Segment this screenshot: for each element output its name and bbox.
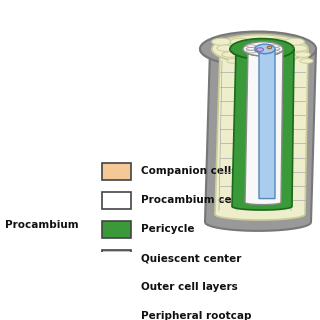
Ellipse shape [246,45,256,47]
Text: Peripheral rootcap: Peripheral rootcap [141,311,251,320]
Ellipse shape [235,45,253,51]
Ellipse shape [258,45,268,47]
Ellipse shape [243,42,283,56]
Ellipse shape [245,59,259,63]
FancyBboxPatch shape [102,163,131,180]
Polygon shape [230,49,294,210]
Ellipse shape [263,59,277,63]
Ellipse shape [222,52,237,57]
Ellipse shape [300,59,313,63]
Ellipse shape [255,44,275,53]
Ellipse shape [257,48,263,51]
Ellipse shape [295,52,310,57]
Polygon shape [200,49,316,231]
Ellipse shape [212,35,308,63]
Ellipse shape [258,48,268,50]
Ellipse shape [240,52,256,57]
Ellipse shape [230,39,294,59]
Ellipse shape [276,52,292,57]
Ellipse shape [267,46,272,49]
Ellipse shape [282,59,295,63]
Ellipse shape [246,51,256,53]
Polygon shape [255,49,275,199]
Ellipse shape [270,51,280,53]
Ellipse shape [290,45,308,51]
Text: Pericycle: Pericycle [141,224,194,235]
Text: Quiescent center: Quiescent center [141,253,241,263]
Ellipse shape [253,45,271,51]
Ellipse shape [227,59,240,63]
Text: Procambium cells: Procambium cells [141,196,245,205]
Ellipse shape [217,45,234,51]
Ellipse shape [248,38,268,45]
Ellipse shape [258,51,268,53]
Ellipse shape [271,45,289,51]
Ellipse shape [270,45,280,47]
Ellipse shape [230,38,250,45]
Ellipse shape [285,38,304,45]
FancyBboxPatch shape [102,279,131,296]
Polygon shape [212,49,308,220]
Text: Companion cells: Companion cells [141,166,237,176]
Ellipse shape [267,38,286,45]
Ellipse shape [200,32,316,66]
FancyBboxPatch shape [102,308,131,320]
FancyBboxPatch shape [102,192,131,209]
Ellipse shape [270,48,280,50]
Polygon shape [243,49,283,205]
Ellipse shape [246,48,256,50]
FancyBboxPatch shape [102,221,131,238]
Ellipse shape [258,52,274,57]
Text: Outer cell layers: Outer cell layers [141,283,237,292]
Ellipse shape [212,38,231,45]
FancyBboxPatch shape [102,250,131,267]
Text: Procambium: Procambium [5,220,79,229]
